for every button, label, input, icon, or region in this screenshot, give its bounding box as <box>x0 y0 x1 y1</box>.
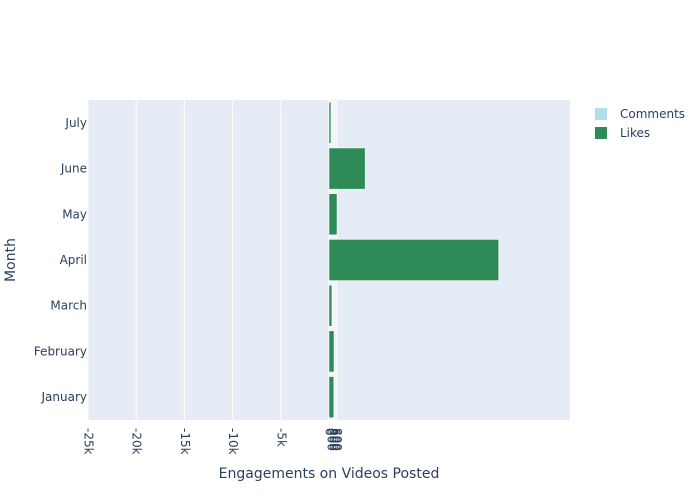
x-tick-label: -5k <box>274 428 288 447</box>
bar <box>329 331 334 372</box>
x-tick-label: -15k <box>178 428 192 455</box>
bar <box>329 148 365 189</box>
y-tick-label: June <box>60 162 87 176</box>
legend-swatch <box>595 127 607 139</box>
y-tick-label: February <box>34 344 87 358</box>
bar <box>329 285 332 326</box>
x-tick-label: -25k <box>82 428 96 455</box>
y-tick-label: January <box>41 390 88 404</box>
y-tick-label: March <box>50 299 87 313</box>
bar <box>329 102 331 143</box>
bar <box>329 194 337 235</box>
y-tick-label: April <box>60 253 87 267</box>
y-tick-label: July <box>64 116 87 130</box>
legend-label: Likes <box>620 126 650 140</box>
legend-label: Comments <box>620 107 685 121</box>
bar <box>329 239 499 280</box>
y-tick-label: May <box>62 207 87 221</box>
bar <box>329 377 334 418</box>
y-axis-title: Month <box>3 238 19 282</box>
x-tick-label: -10k <box>226 428 240 455</box>
legend-swatch <box>595 108 607 120</box>
x-axis-title: Engagements on Videos Posted <box>219 466 440 482</box>
x-tick-label: 800 <box>330 428 344 451</box>
x-tick-label: -20k <box>130 428 144 455</box>
